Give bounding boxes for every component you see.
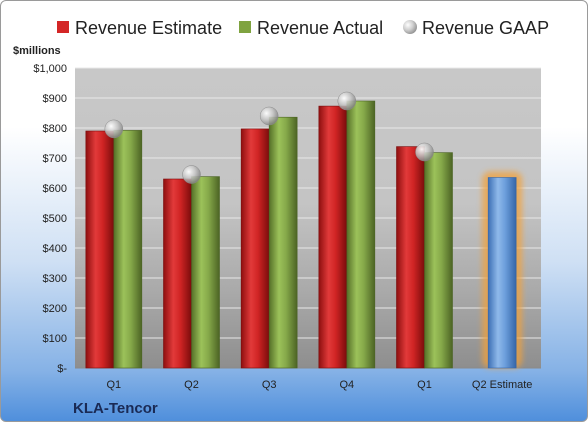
bar-revenue-estimate (163, 178, 192, 369)
gridlines (75, 67, 541, 369)
marker-revenue-gaap (415, 142, 434, 162)
bar-revenue-estimate (396, 146, 425, 369)
legend: Revenue Estimate Revenue Actual Revenue … (57, 18, 549, 38)
x-tick-label: Q1 (417, 379, 432, 391)
legend-item-revenue-actual: Revenue Actual (239, 18, 383, 38)
marker-revenue-gaap (337, 91, 357, 111)
x-tick-label: Q1 (106, 379, 121, 391)
x-axis-ticks: Q1 Q2 Q3 Q4 Q1 Q2 Estimate (106, 379, 532, 391)
marker-revenue-gaap (182, 165, 201, 184)
bar-revenue-estimate (318, 105, 348, 369)
legend-label-actual: Revenue Actual (257, 18, 383, 38)
x-tick-label: Q3 (262, 379, 277, 391)
bar-revenue-actual (424, 152, 453, 369)
legend-swatch-actual (239, 21, 251, 33)
legend-label-gaap: Revenue GAAP (422, 18, 549, 38)
bar-revenue-actual (268, 116, 298, 369)
x-tick-label: Q4 (339, 379, 354, 391)
y-axis-units-label: $millions (13, 45, 61, 57)
y-tick-label: $600 (43, 183, 67, 195)
bar-revenue-actual (191, 176, 220, 369)
y-tick-label: $200 (43, 303, 67, 315)
y-tick-label: $500 (43, 213, 67, 225)
bar-revenue-actual (346, 100, 376, 369)
marker-revenue-gaap (259, 106, 279, 126)
company-name: KLA-Tencor (73, 400, 158, 417)
y-tick-label: $400 (43, 243, 67, 255)
y-tick-label: $300 (43, 273, 67, 285)
y-tick-label: $700 (43, 153, 67, 165)
gaap-markers (104, 91, 434, 184)
bar-revenue-estimate (240, 128, 270, 369)
y-tick-label: $800 (43, 123, 67, 135)
legend-item-revenue-estimate: Revenue Estimate (57, 18, 222, 38)
legend-swatch-estimate (57, 21, 69, 33)
bars (85, 100, 523, 369)
bar-q2-estimate (487, 177, 517, 369)
marker-revenue-gaap (104, 119, 124, 139)
legend-swatch-gaap (403, 20, 417, 34)
legend-item-revenue-gaap: Revenue GAAP (403, 18, 549, 38)
bar-revenue-estimate (85, 130, 115, 369)
y-tick-label: $900 (43, 93, 67, 105)
legend-label-estimate: Revenue Estimate (75, 18, 222, 38)
y-tick-label: $1,000 (33, 63, 67, 75)
bar-revenue-actual (113, 130, 143, 369)
x-tick-label: Q2 Estimate (472, 379, 533, 391)
y-tick-label: $- (57, 363, 67, 375)
x-tick-label: Q2 (184, 379, 199, 391)
y-tick-label: $100 (43, 333, 67, 345)
y-axis-ticks: $- $100 $200 $300 $400 $500 $600 $700 $800 $900 $1… (33, 63, 67, 375)
